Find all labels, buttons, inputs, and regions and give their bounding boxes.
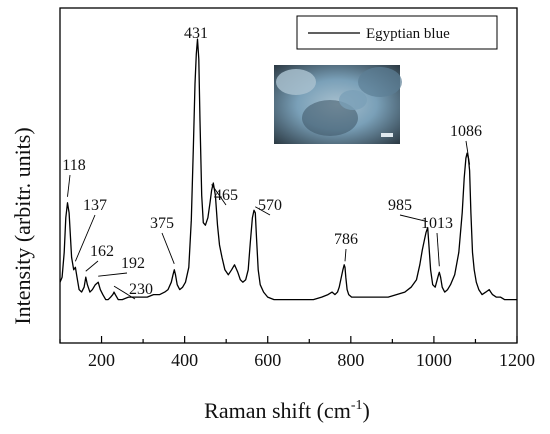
x-axis-title-sup: -1: [351, 398, 363, 413]
peak-label-137: 137: [83, 197, 107, 214]
peak-label-431: 431: [184, 25, 208, 42]
peak-label-375: 375: [150, 215, 174, 232]
x-tick-label-1200: 1200: [499, 350, 535, 370]
peak-label-786: 786: [334, 231, 358, 248]
x-tick-label-800: 800: [337, 350, 364, 370]
peak-leader-786: [344, 248, 347, 262]
inset-photo-crystal: [276, 69, 316, 95]
peak-label-118: 118: [62, 157, 85, 174]
peak-leader-137: [74, 214, 96, 262]
inset-photo-crystal: [358, 67, 402, 97]
plot-frame: [59, 7, 518, 344]
peak-label-162: 162: [90, 243, 114, 260]
peak-leader-985: [399, 214, 428, 223]
x-tick-label-600: 600: [254, 350, 281, 370]
peak-label-1013: 1013: [421, 215, 453, 232]
peak-leader-192: [98, 272, 128, 277]
legend-label-egyptian-blue: Egyptian blue: [366, 26, 450, 42]
series-line-0: [59, 38, 517, 301]
peak-leader-1086: [465, 140, 471, 165]
x-axis-title-main: Raman shift (cm: [204, 398, 351, 423]
peak-label-192: 192: [121, 255, 145, 272]
peak-leader-570: [255, 206, 271, 216]
peak-leader-465: [211, 184, 227, 206]
peak-label-985: 985: [388, 197, 412, 214]
peak-label-1086: 1086: [450, 123, 482, 140]
peak-leader-162: [85, 260, 99, 272]
inset-scale-bar: [381, 133, 393, 137]
peak-labels: 118 137 162 192 230 375 431 465 570 786 985 1013 108…: [62, 25, 482, 300]
peak-leader-1013: [436, 232, 440, 267]
inset-photo: [274, 65, 402, 144]
y-axis-title: Intensity (arbitr. units): [10, 127, 35, 324]
x-tick-label-400: 400: [171, 350, 198, 370]
peak-label-230: 230: [129, 281, 153, 298]
x-tick-label-1000: 1000: [416, 350, 452, 370]
x-axis-title: Raman shift (cm-1): [204, 398, 370, 423]
x-axis-ticks: 200 400 600 800 1000 1200: [59, 336, 535, 370]
legend: Egyptian blue: [296, 15, 498, 50]
peak-leader-375: [161, 232, 175, 264]
x-tick-label-200: 200: [88, 350, 115, 370]
inset-photo-crystal: [302, 100, 358, 136]
series-layer: [59, 38, 517, 301]
x-axis-title-close: ): [362, 398, 369, 423]
inset-photo-crystal: [339, 90, 367, 110]
peak-label-570: 570: [258, 197, 282, 214]
peak-leader-230: [113, 285, 136, 300]
peak-leader-118: [67, 174, 71, 197]
plot-area-border: [59, 7, 518, 344]
peak-label-465: 465: [214, 187, 238, 204]
